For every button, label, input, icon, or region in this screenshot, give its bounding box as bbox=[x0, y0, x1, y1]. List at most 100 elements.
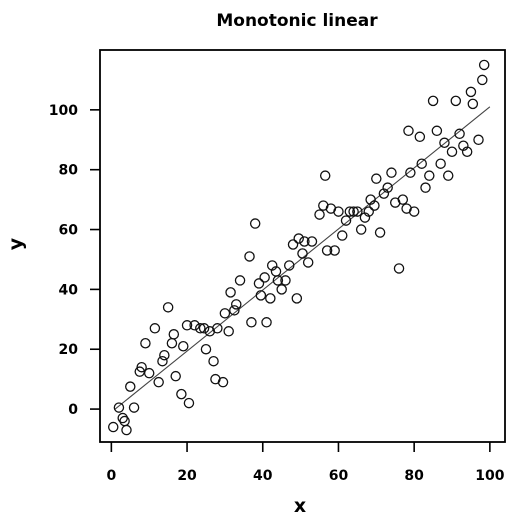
x-tick-label: 80 bbox=[404, 468, 424, 484]
data-point bbox=[225, 287, 236, 298]
x-tick-label: 20 bbox=[177, 468, 197, 484]
y-tick-label: 40 bbox=[59, 282, 79, 298]
data-point bbox=[386, 167, 397, 178]
data-point bbox=[149, 323, 161, 334]
y-axis-label: y bbox=[5, 237, 27, 250]
data-point bbox=[348, 206, 359, 217]
data-point bbox=[442, 170, 454, 181]
data-point bbox=[359, 212, 371, 223]
data-point bbox=[234, 275, 246, 286]
data-point bbox=[168, 329, 180, 340]
data-point bbox=[280, 275, 291, 286]
data-point bbox=[287, 239, 299, 250]
data-point bbox=[136, 361, 147, 373]
data-point bbox=[265, 293, 276, 304]
data-point bbox=[113, 402, 125, 413]
data-point bbox=[340, 215, 352, 226]
plot-area bbox=[107, 59, 491, 436]
data-point bbox=[414, 131, 426, 143]
data-point bbox=[200, 343, 212, 355]
data-point bbox=[424, 170, 435, 181]
x-tick-label: 40 bbox=[253, 468, 273, 484]
data-point bbox=[344, 206, 356, 217]
data-point bbox=[178, 340, 189, 352]
y-tick-label: 20 bbox=[59, 342, 79, 358]
data-point bbox=[371, 173, 382, 184]
data-point bbox=[293, 233, 304, 244]
y-tick-label: 80 bbox=[59, 163, 79, 179]
data-point bbox=[208, 355, 219, 367]
data-point bbox=[333, 206, 344, 217]
data-point bbox=[157, 355, 168, 367]
data-point bbox=[261, 317, 272, 328]
data-point bbox=[446, 146, 458, 157]
y-tick-label: 0 bbox=[68, 402, 78, 418]
data-point bbox=[465, 86, 477, 98]
x-axis-label: x bbox=[294, 495, 306, 517]
data-point bbox=[198, 323, 210, 334]
data-point bbox=[378, 188, 390, 199]
data-point bbox=[253, 278, 265, 289]
data-point bbox=[403, 125, 414, 137]
data-point bbox=[352, 206, 363, 217]
data-point bbox=[321, 245, 333, 256]
data-point bbox=[369, 200, 380, 211]
data-point bbox=[140, 338, 151, 349]
data-point bbox=[439, 137, 450, 149]
data-point bbox=[223, 326, 234, 337]
data-point bbox=[405, 167, 416, 178]
x-axis: 0 20 40 60 80 100 bbox=[106, 442, 505, 484]
data-point bbox=[276, 284, 287, 295]
data-point bbox=[246, 317, 257, 328]
data-point bbox=[117, 412, 128, 424]
data-point bbox=[266, 260, 278, 271]
data-point bbox=[195, 323, 206, 334]
data-point bbox=[477, 74, 488, 86]
x-tick-label: 0 bbox=[106, 468, 116, 484]
data-point bbox=[329, 245, 340, 256]
data-point bbox=[249, 218, 261, 229]
data-point bbox=[435, 158, 446, 169]
data-point bbox=[374, 227, 386, 238]
plot-frame bbox=[99, 49, 506, 443]
data-point bbox=[153, 376, 164, 388]
data-point bbox=[272, 275, 284, 286]
data-point bbox=[302, 257, 314, 268]
data-point bbox=[427, 95, 439, 107]
data-point bbox=[189, 320, 200, 331]
data-point bbox=[170, 370, 181, 382]
data-point bbox=[121, 424, 132, 436]
y-tick-label: 100 bbox=[49, 103, 78, 119]
data-point bbox=[458, 140, 469, 152]
data-point bbox=[159, 349, 170, 361]
data-point bbox=[306, 236, 318, 247]
data-point bbox=[128, 402, 140, 413]
chart-title: Monotonic linear bbox=[216, 11, 378, 31]
data-point bbox=[125, 381, 136, 392]
data-point bbox=[212, 323, 223, 334]
y-axis: 0 20 40 60 80 100 bbox=[49, 103, 100, 418]
data-point bbox=[431, 125, 443, 137]
data-point bbox=[219, 308, 231, 319]
y-tick-label: 60 bbox=[59, 223, 79, 239]
data-point bbox=[420, 182, 431, 193]
data-point bbox=[467, 98, 479, 110]
data-point bbox=[284, 260, 295, 271]
data-point bbox=[166, 338, 178, 349]
data-point bbox=[461, 146, 473, 157]
data-point bbox=[382, 182, 393, 193]
data-point bbox=[393, 263, 405, 274]
data-point bbox=[119, 415, 130, 427]
data-point bbox=[336, 230, 348, 241]
data-point bbox=[291, 293, 303, 304]
data-point bbox=[454, 128, 465, 140]
x-tick-label: 60 bbox=[329, 468, 349, 484]
data-point bbox=[162, 302, 174, 313]
data-point bbox=[176, 388, 187, 400]
data-point bbox=[181, 320, 193, 331]
data-point bbox=[299, 236, 310, 247]
data-point bbox=[229, 305, 240, 316]
data-point bbox=[478, 59, 490, 71]
data-point bbox=[363, 206, 374, 217]
